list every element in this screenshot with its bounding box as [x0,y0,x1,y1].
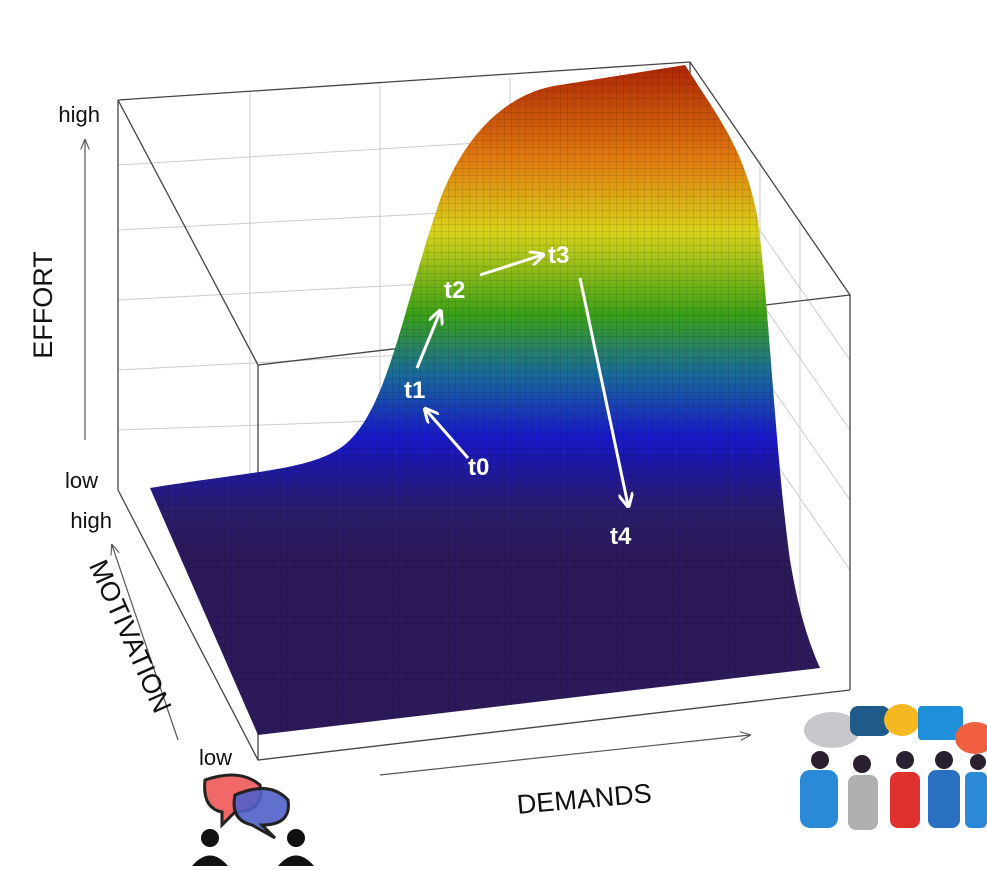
effort-high: high [58,102,100,127]
point-label: t0 [468,454,489,481]
point-label: t4 [610,523,632,550]
effort-low: low [65,468,98,493]
conversation-icon [192,775,314,866]
team-icon [800,704,987,830]
demands-label: DEMANDS [516,778,653,820]
motivation-label: MOTIVATION [83,555,177,717]
motivation-high: high [70,508,112,533]
motivation-low: low [199,745,232,770]
figure: t0 t1 t2 t3 t4 high low EFFORT high low … [0,0,987,870]
point-label: t1 [404,377,425,404]
point-label: t2 [444,277,465,304]
point-label: t3 [548,242,569,269]
effort-label: EFFORT [28,251,58,359]
